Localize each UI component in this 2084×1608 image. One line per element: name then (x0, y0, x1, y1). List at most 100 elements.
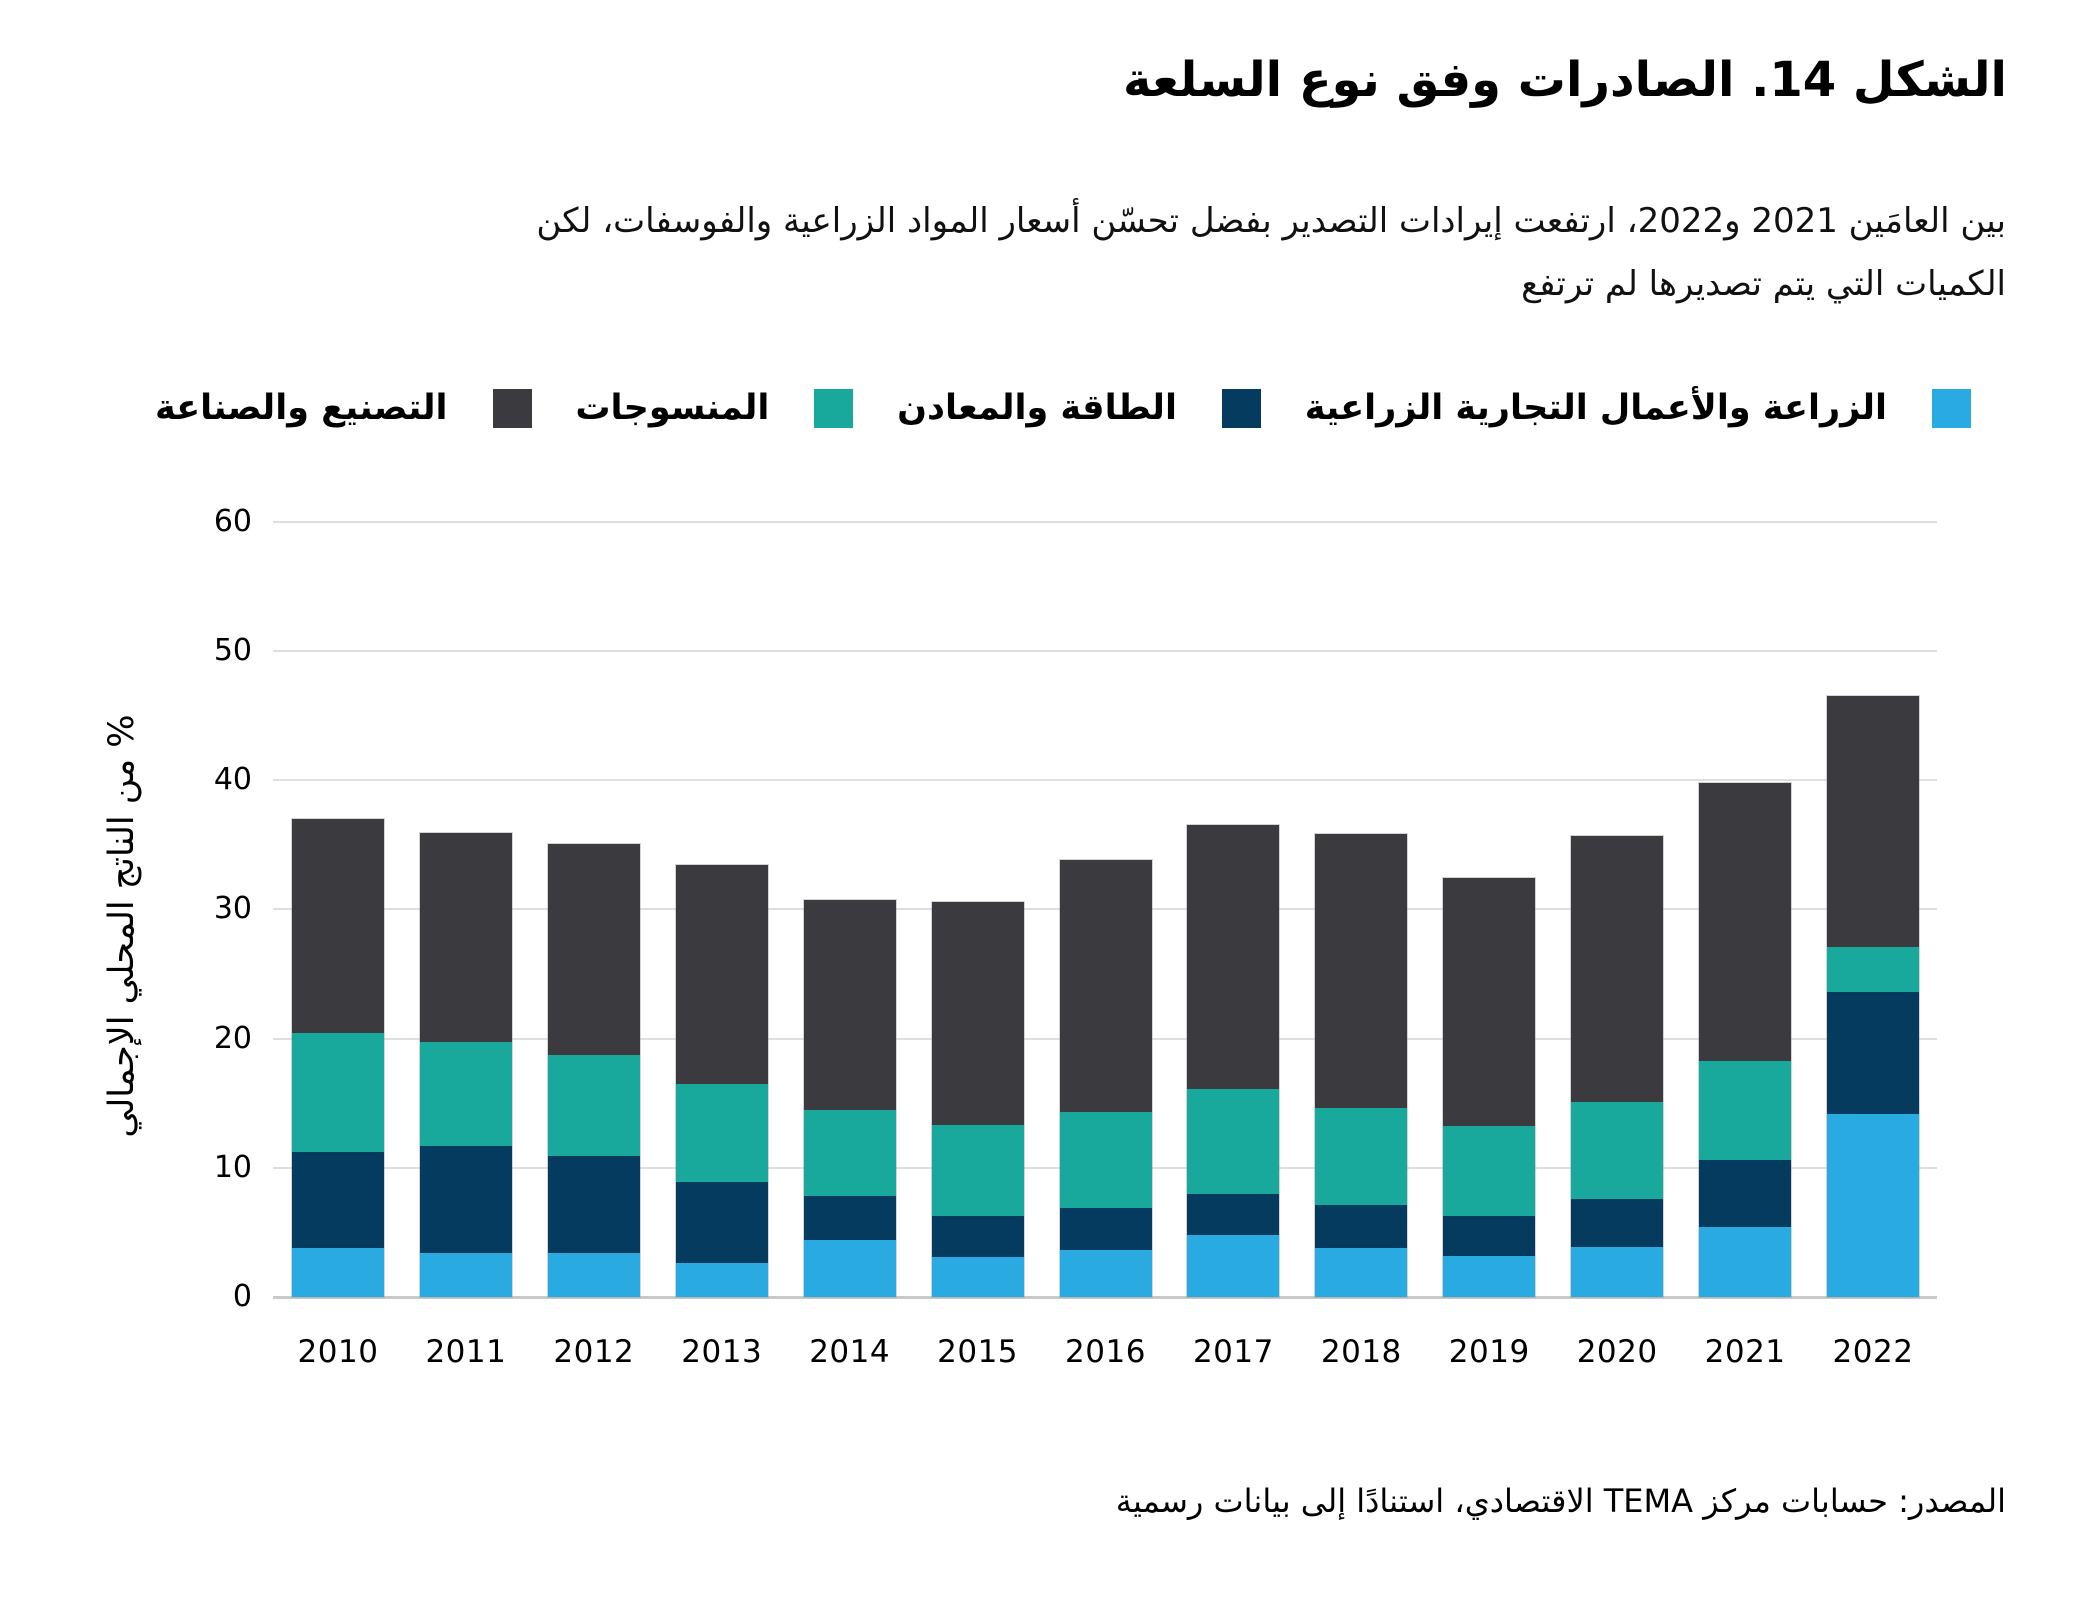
bar-segment-2014 (803, 1109, 896, 1197)
bar-segment-2019 (1443, 1126, 1536, 1216)
x-tick-label-2018: 2018 (1320, 1334, 1402, 1370)
bar-segment-2018 (1315, 1108, 1408, 1206)
bar-segment-2019 (1443, 1255, 1536, 1297)
bar-segment-2019 (1443, 878, 1536, 1127)
x-tick-label-2011: 2011 (425, 1334, 507, 1370)
figure-subtitle-line1: بين العامَين 2021 و2022، ارتفعت إيرادات … (536, 201, 2006, 241)
bar-segment-2018 (1315, 1247, 1408, 1297)
figure-title: الشكل 14. الصادرات وفق نوع السلعة (1123, 52, 2007, 108)
bar-2010 (291, 817, 385, 1298)
legend-label-2: المنسوجات (575, 388, 770, 428)
figure-subtitle: بين العامَين 2021 و2022، ارتفعت إيرادات … (100, 190, 2006, 316)
bar-2017 (1186, 824, 1281, 1298)
bar-segment-2020 (1571, 835, 1664, 1102)
x-tick-label-2013: 2013 (681, 1334, 763, 1370)
x-tick-label-2022: 2022 (1832, 1334, 1914, 1370)
bar-segment-2015 (931, 1256, 1024, 1297)
bar-segment-2011 (419, 1042, 512, 1146)
bar-segment-2018 (1315, 834, 1408, 1109)
bar-2022 (1826, 695, 1920, 1298)
bar-2011 (418, 832, 513, 1298)
x-tick-label-2020: 2020 (1576, 1334, 1658, 1370)
legend-swatch-icon (1221, 388, 1261, 428)
bar-2021 (1698, 781, 1793, 1298)
bar-segment-2011 (419, 1145, 512, 1254)
bar-segment-2017 (1187, 1234, 1280, 1297)
bar-2012 (546, 842, 641, 1298)
bar-segment-2013 (675, 865, 768, 1084)
x-tick-label-2016: 2016 (1065, 1334, 1146, 1370)
bar-segment-2022 (1827, 1113, 1919, 1297)
figure-source: المصدر: حسابات مركز TEMA الاقتصادي، استن… (1115, 1482, 2006, 1520)
bar-segment-2021 (1699, 1227, 1792, 1297)
bar-segment-2021 (1699, 782, 1792, 1061)
bar-segment-2012 (547, 1156, 640, 1254)
bar-segment-2015 (931, 1125, 1024, 1216)
bar-segment-2017 (1187, 1193, 1280, 1235)
legend-item-2: المنسوجات (575, 388, 854, 428)
bar-segment-2022 (1827, 946, 1919, 993)
bar-segment-2012 (547, 1055, 640, 1157)
bar-segment-2013 (675, 1083, 768, 1183)
bar-segment-2014 (803, 1196, 896, 1241)
x-tick-label-2019: 2019 (1448, 1334, 1530, 1370)
legend-label-3: التصنيع والصناعة (155, 388, 448, 428)
bar-segment-2022 (1827, 696, 1919, 947)
bar-segment-2016 (1059, 1250, 1152, 1297)
x-tick-label-2014: 2014 (809, 1334, 891, 1370)
bar-segment-2019 (1443, 1215, 1536, 1256)
legend-label-0: الزراعة والأعمال التجارية الزراعية (1304, 388, 1887, 428)
bar-segment-2014 (803, 900, 896, 1110)
bar-segment-2012 (547, 1253, 640, 1297)
bar-segment-2017 (1187, 1088, 1280, 1194)
y-tick-label-50: 50 (213, 633, 252, 668)
chart-legend: الزراعة والأعمال التجارية الزراعية الطاقة… (155, 386, 1971, 430)
legend-swatch-icon (814, 388, 854, 428)
bar-2016 (1058, 859, 1153, 1298)
bar-segment-2010 (292, 1152, 384, 1248)
y-tick-label-10: 10 (213, 1149, 252, 1185)
bar-segment-2016 (1059, 860, 1152, 1113)
bar-segment-2015 (931, 901, 1024, 1126)
bar-segment-2013 (675, 1263, 768, 1297)
bar-segment-2022 (1827, 992, 1919, 1114)
bar-segment-2018 (1315, 1205, 1408, 1248)
y-tick-label-40: 40 (213, 762, 252, 798)
bar-segment-2014 (803, 1240, 896, 1297)
bar-segment-2011 (419, 833, 512, 1043)
gridline-40 (273, 779, 1937, 782)
bar-segment-2020 (1571, 1198, 1664, 1247)
bar-segment-2021 (1699, 1160, 1792, 1228)
bar-segment-2015 (931, 1215, 1024, 1257)
x-axis-line (273, 1296, 1937, 1299)
bar-2019 (1442, 877, 1537, 1298)
bar-segment-2020 (1571, 1246, 1664, 1297)
bar-segment-2010 (292, 818, 384, 1034)
bar-segment-2021 (1699, 1060, 1792, 1161)
bar-segment-2011 (419, 1253, 512, 1297)
figure-subtitle-line2: الكميات التي يتم تصديرها لم ترتفع (1521, 264, 2006, 304)
x-tick-label-2010: 2010 (297, 1334, 379, 1370)
bar-2013 (674, 864, 769, 1298)
y-tick-label-30: 30 (213, 891, 252, 927)
x-tick-label-2015: 2015 (937, 1334, 1019, 1370)
legend-swatch-icon (1932, 388, 1971, 428)
legend-item-1: الطاقة والمعادن (897, 388, 1261, 428)
x-tick-label-2012: 2012 (553, 1334, 635, 1370)
bar-2014 (802, 899, 897, 1298)
legend-swatch-icon (492, 388, 532, 428)
y-tick-label-0: 0 (232, 1279, 252, 1314)
bar-2020 (1570, 834, 1665, 1298)
x-tick-label-2017: 2017 (1192, 1334, 1274, 1370)
legend-label-1: الطاقة والمعادن (897, 388, 1177, 428)
legend-item-0: الزراعة والأعمال التجارية الزراعية (1305, 388, 1971, 428)
bar-segment-2020 (1571, 1101, 1664, 1199)
gridline-60 (273, 520, 1937, 523)
bar-segment-2016 (1059, 1207, 1152, 1251)
bar-segment-2013 (675, 1182, 768, 1264)
bar-segment-2017 (1187, 825, 1280, 1089)
bar-2015 (930, 900, 1025, 1298)
bar-segment-2010 (292, 1247, 384, 1297)
